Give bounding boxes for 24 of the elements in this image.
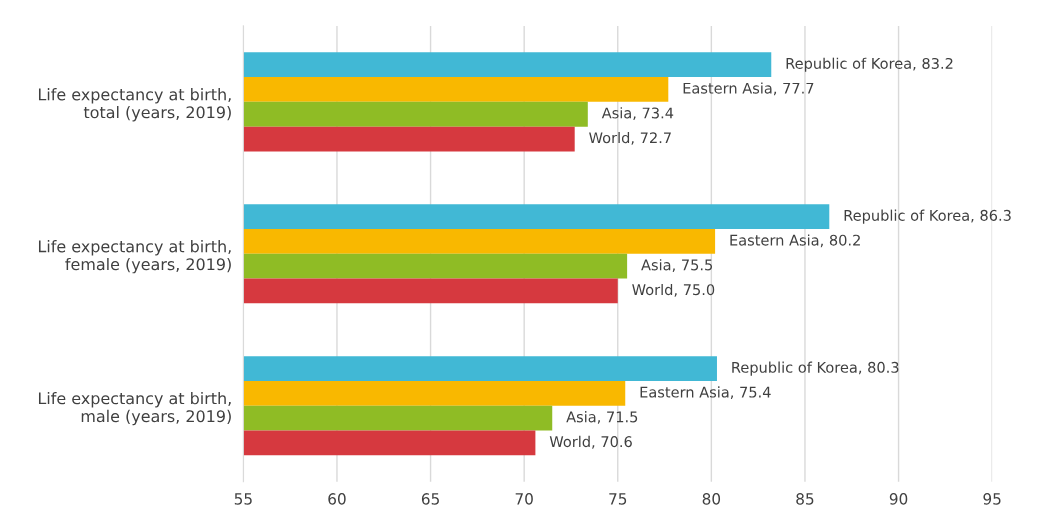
y-tick-label: Life expectancy at birth, total (years, 2019): [38, 88, 231, 122]
data-label: Republic of Korea, 86.3: [844, 209, 1011, 224]
data-label: Republic of Korea, 80.3: [732, 361, 899, 376]
data-label: Asia, 71.5: [566, 411, 638, 424]
data-label: Republic of Korea, 83.2: [786, 57, 953, 72]
data-label: Eastern Asia, 80.2: [730, 234, 860, 248]
data-label: Asia, 75.5: [641, 259, 713, 272]
data-label: Eastern Asia, 77.7: [683, 82, 814, 96]
data-label: Eastern Asia, 75.4: [640, 386, 771, 400]
x-tick-label: 65: [421, 493, 439, 505]
x-tick-label: 75: [609, 493, 627, 505]
x-tick-label: 95: [983, 493, 1001, 505]
data-label: World, 75.0: [632, 283, 715, 297]
x-tick-label: 80: [702, 493, 721, 505]
data-label: Asia, 73.4: [601, 107, 674, 120]
y-tick-label: Life expectancy at birth, male (years, 2019): [38, 391, 231, 426]
x-tick-label: 60: [328, 493, 346, 505]
x-tick-label: 55: [234, 493, 252, 505]
data-label: World, 72.7: [589, 131, 671, 145]
x-tick-label: 90: [889, 493, 908, 505]
y-tick-label: Life expectancy at birth, female (years, 2019): [38, 240, 231, 274]
data-label: World, 70.6: [549, 435, 632, 449]
x-tick-label: 85: [796, 493, 814, 505]
x-tick-label: 70: [515, 493, 533, 505]
